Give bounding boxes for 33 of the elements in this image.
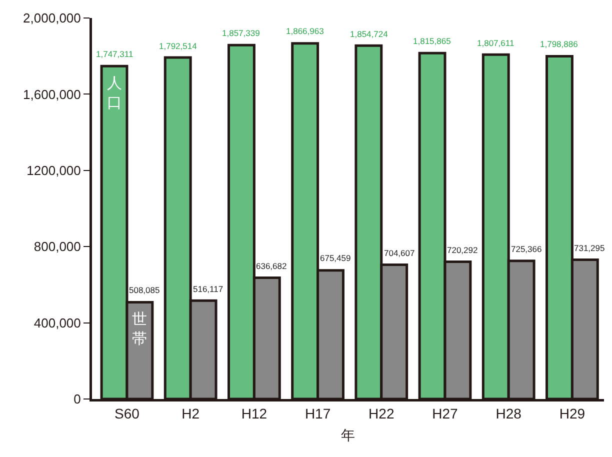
x-tick-label: S60 bbox=[114, 405, 140, 422]
y-tick-label: 1200,000 bbox=[26, 162, 81, 178]
x-tick-label: H17 bbox=[304, 405, 331, 422]
y-tick-label: 800,000 bbox=[34, 239, 81, 254]
data-label: 1,866,963 bbox=[286, 26, 324, 36]
y-tick-label: 0 bbox=[74, 392, 81, 407]
data-label: 725,366 bbox=[511, 244, 542, 254]
data-label: 704,607 bbox=[384, 248, 415, 258]
series-label: 人口 bbox=[107, 74, 122, 112]
data-label: 1,854,724 bbox=[350, 29, 388, 39]
data-label: 636,682 bbox=[256, 261, 287, 271]
y-tick-label: 2,000,000 bbox=[23, 10, 81, 26]
x-tick-label: H22 bbox=[368, 405, 394, 422]
x-tick-label: H29 bbox=[559, 405, 586, 422]
data-label: 516,117 bbox=[193, 284, 224, 294]
x-axis-title: 年 bbox=[341, 428, 355, 444]
data-label: 1,747,311 bbox=[96, 49, 134, 59]
x-tick-label: H2 bbox=[182, 405, 200, 422]
x-tick-label: H27 bbox=[432, 405, 458, 422]
x-tick-label: H28 bbox=[496, 405, 522, 422]
data-label: 1,807,611 bbox=[477, 38, 514, 48]
x-tick-label: H12 bbox=[241, 405, 268, 422]
data-label: 1,815,865 bbox=[413, 36, 452, 46]
data-label: 1,792,514 bbox=[159, 41, 198, 51]
y-tick-label: 400,000 bbox=[34, 315, 81, 330]
data-label: 720,292 bbox=[447, 245, 478, 255]
data-label: 1,798,886 bbox=[540, 39, 578, 49]
data-label: 675,459 bbox=[320, 253, 351, 263]
data-label: 508,085 bbox=[129, 285, 160, 295]
y-tick-label: 1,600,000 bbox=[23, 86, 81, 102]
series-label: 世帯 bbox=[132, 310, 147, 348]
data-label: 1,857,339 bbox=[222, 28, 260, 38]
data-label: 731,295 bbox=[574, 243, 605, 253]
